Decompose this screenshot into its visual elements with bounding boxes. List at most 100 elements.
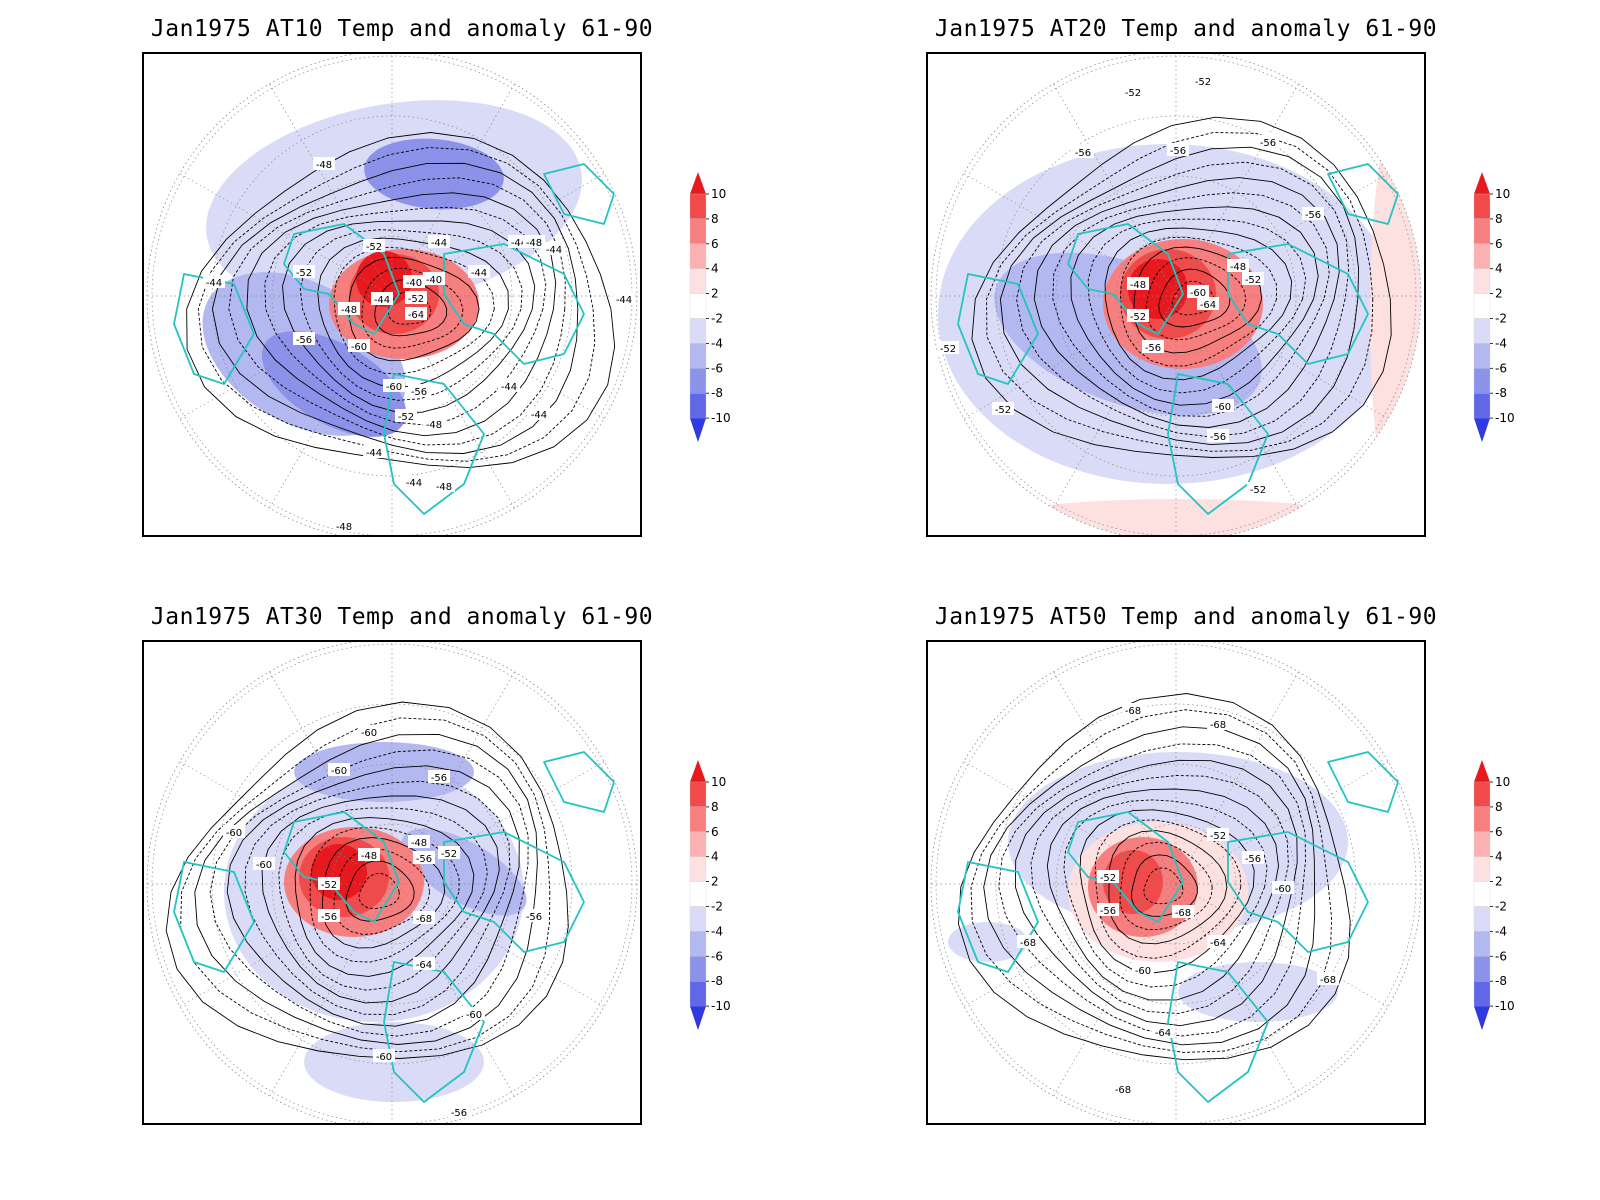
svg-text:-68: -68 (1125, 706, 1141, 717)
anomaly-colorbar: 10 8 6 4 2 -2 -4 -6 -8 -10 (685, 170, 755, 450)
contour-label: -64 (413, 957, 435, 971)
svg-text:-52: -52 (940, 344, 956, 355)
svg-text:-52: -52 (296, 268, 312, 279)
temperature-contour (1070, 206, 1319, 406)
latitude-circle (1055, 175, 1297, 417)
coastline (957, 273, 1039, 385)
colorbar-segment (1473, 781, 1491, 808)
colorbar-segment (689, 906, 707, 932)
contour-label: -60 (1132, 963, 1154, 977)
svg-text:-56: -56 (411, 387, 427, 398)
colorbar-tick-label: -10 (711, 411, 731, 425)
svg-text:-64: -64 (416, 960, 432, 971)
contour-label: -52 (438, 846, 460, 860)
latitude-circle (1055, 763, 1297, 1005)
contour-label: -56 (1302, 207, 1324, 221)
temperature-contour (333, 848, 431, 935)
colorbar-tick-label: 10 (711, 775, 726, 789)
contour-label: -68 (1207, 717, 1229, 731)
temperature-contour (317, 237, 509, 388)
temperature-contour (983, 726, 1316, 1046)
contour-label: -60 (373, 1049, 395, 1063)
svg-text:-44: -44 (531, 410, 547, 421)
map-boundary (930, 642, 1422, 1123)
temperature-contour (1145, 257, 1247, 341)
svg-text:-56: -56 (451, 1108, 467, 1119)
contour-label: -44 (498, 379, 520, 393)
map-content (931, 642, 1421, 1123)
svg-text:-56: -56 (1305, 210, 1321, 221)
contour-label: -40 (423, 272, 445, 286)
contour-label: -52 (1207, 828, 1229, 842)
temperature-contour (970, 709, 1333, 1053)
colorbar-tick-label: -10 (1495, 999, 1515, 1013)
temperature-contour (1046, 788, 1279, 1001)
colorbar-segment (689, 218, 707, 244)
anomaly-shading (948, 922, 1028, 962)
map-boundary (930, 54, 1422, 535)
coastline (443, 243, 585, 365)
meridian-line (179, 295, 393, 419)
colorbar-arrow-down (1474, 418, 1490, 443)
colorbar-tick-label: -2 (1495, 900, 1507, 914)
coastline (543, 751, 615, 813)
svg-text:-68: -68 (1020, 938, 1036, 949)
polar-map: -48 -52 -52 -44 -44 -40 -40 -48 -44 -52 -64 -56 -60-… (142, 52, 642, 537)
contour-label: -56 (523, 909, 545, 923)
contour-label: -56 (428, 770, 450, 784)
svg-text:-52: -52 (1100, 873, 1116, 884)
coastline (1067, 811, 1184, 923)
svg-text:-44: -44 (406, 478, 422, 489)
meridian-line (391, 671, 515, 885)
temperature-contour (1033, 177, 1340, 428)
coastline (383, 961, 485, 1103)
svg-text:-56: -56 (1145, 343, 1161, 354)
svg-text:-44: -44 (206, 278, 222, 289)
contour-label: -60 (1212, 399, 1234, 413)
polar-map: -68 -68 -52 -52 -56 -60 -56 -68 -64 -60 -68 -68 -64 -… (926, 640, 1426, 1125)
meridian-line (1053, 883, 1177, 1097)
contour-label: -48 (313, 157, 335, 171)
temperature-contour (244, 780, 511, 1015)
temperature-contour (1171, 280, 1215, 316)
colorbar-arrow-up (1474, 172, 1490, 194)
contour-label: -48 (338, 302, 360, 316)
anomaly-shading (206, 100, 582, 308)
svg-text:-60: -60 (1135, 966, 1151, 977)
meridian-line (963, 883, 1177, 1007)
contour-label: -56 (318, 909, 340, 923)
coastline (1227, 831, 1369, 953)
meridian-line (1175, 761, 1389, 885)
coastline (543, 163, 615, 225)
colorbar-tick-label: 8 (1495, 212, 1503, 226)
svg-text:-60: -60 (376, 1052, 392, 1063)
contour-label: -64 (1197, 297, 1219, 311)
svg-text:-48: -48 (1230, 262, 1246, 273)
colorbar-segment (1473, 931, 1491, 957)
contour-label: -56 (413, 851, 435, 865)
latitude-circle (271, 175, 513, 417)
meridian-line (1175, 883, 1389, 1007)
colorbar-tick-label: 6 (711, 825, 719, 839)
temperature-contour (1014, 759, 1298, 1027)
temperature-contour (998, 743, 1306, 1037)
svg-text:-60: -60 (361, 728, 377, 739)
colorbar-segment (1473, 193, 1491, 220)
svg-text:-52: -52 (1125, 88, 1141, 99)
contour-label: -52 (1122, 85, 1144, 99)
latitude-circle (271, 763, 513, 1005)
svg-text:-44: -44 (374, 295, 390, 306)
svg-text:-48: -48 (316, 160, 332, 171)
contour-label: -56 (448, 1105, 470, 1119)
coastline (1167, 373, 1269, 515)
colorbar-arrow-down (690, 1006, 706, 1031)
temperature-contour (1030, 775, 1289, 1015)
colorbar-tick-label: -8 (711, 974, 723, 988)
contour-label: -48 (1127, 277, 1149, 291)
contour-label: -48 (433, 479, 455, 493)
svg-text:-68: -68 (1115, 1085, 1131, 1096)
svg-text:-60: -60 (1275, 884, 1291, 895)
temperature-contour (1133, 246, 1263, 354)
colorbar-segment (1473, 293, 1491, 319)
colorbar-arrow-up (690, 172, 706, 194)
